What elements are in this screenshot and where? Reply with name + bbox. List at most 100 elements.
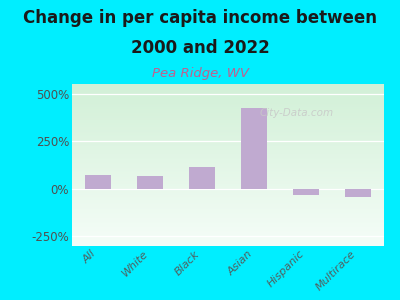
Bar bbox=[72, 244, 384, 245]
Bar bbox=[72, 97, 384, 98]
Bar bbox=[72, 94, 384, 95]
Bar bbox=[72, 109, 384, 110]
Bar bbox=[72, 194, 384, 195]
Text: Pea Ridge, WV: Pea Ridge, WV bbox=[152, 68, 248, 80]
Bar bbox=[72, 124, 384, 125]
Bar bbox=[72, 154, 384, 155]
Bar bbox=[72, 105, 384, 106]
Bar bbox=[72, 110, 384, 111]
Bar bbox=[72, 183, 384, 184]
Bar bbox=[72, 173, 384, 174]
Bar bbox=[72, 88, 384, 89]
Bar bbox=[72, 96, 384, 97]
Bar bbox=[72, 192, 384, 193]
Bar bbox=[72, 224, 384, 225]
Bar bbox=[72, 219, 384, 220]
Bar bbox=[72, 174, 384, 175]
Bar bbox=[241, 108, 267, 189]
Bar bbox=[72, 220, 384, 221]
Bar bbox=[72, 121, 384, 122]
Bar bbox=[72, 144, 384, 145]
Bar bbox=[72, 106, 384, 107]
Bar bbox=[72, 223, 384, 224]
Bar bbox=[72, 171, 384, 172]
Bar bbox=[72, 234, 384, 235]
Bar bbox=[72, 90, 384, 91]
Bar bbox=[72, 92, 384, 93]
Bar bbox=[72, 233, 384, 234]
Bar bbox=[72, 141, 384, 142]
Bar bbox=[72, 204, 384, 205]
Bar bbox=[72, 163, 384, 164]
Bar bbox=[72, 188, 384, 189]
Bar bbox=[72, 152, 384, 153]
Bar bbox=[72, 187, 384, 188]
Bar bbox=[72, 206, 384, 207]
Bar bbox=[72, 202, 384, 203]
Bar bbox=[293, 189, 319, 194]
Bar bbox=[72, 158, 384, 159]
Bar bbox=[72, 133, 384, 134]
Bar bbox=[72, 155, 384, 156]
Bar bbox=[72, 93, 384, 94]
Bar bbox=[72, 86, 384, 87]
Bar bbox=[72, 191, 384, 192]
Bar bbox=[72, 98, 384, 99]
Bar bbox=[72, 101, 384, 102]
Bar bbox=[72, 217, 384, 218]
Bar bbox=[72, 232, 384, 233]
Bar bbox=[72, 242, 384, 243]
Bar bbox=[72, 245, 384, 246]
Bar bbox=[72, 243, 384, 244]
Bar bbox=[72, 91, 384, 92]
Bar bbox=[72, 147, 384, 148]
Bar bbox=[72, 119, 384, 120]
Bar bbox=[72, 216, 384, 217]
Bar bbox=[72, 162, 384, 163]
Bar bbox=[72, 170, 384, 171]
Bar bbox=[72, 129, 384, 130]
Bar bbox=[189, 167, 215, 189]
Bar bbox=[72, 161, 384, 162]
Bar bbox=[72, 177, 384, 178]
Bar bbox=[72, 195, 384, 196]
Bar bbox=[72, 95, 384, 96]
Bar bbox=[72, 123, 384, 124]
Bar bbox=[72, 146, 384, 147]
Bar bbox=[72, 215, 384, 216]
Bar bbox=[72, 168, 384, 169]
Bar bbox=[72, 122, 384, 123]
Bar bbox=[72, 149, 384, 150]
Bar bbox=[72, 193, 384, 194]
Bar bbox=[72, 112, 384, 113]
Bar bbox=[72, 205, 384, 206]
Bar bbox=[72, 126, 384, 127]
Bar bbox=[72, 230, 384, 231]
Bar bbox=[72, 113, 384, 114]
Bar bbox=[72, 229, 384, 230]
Bar bbox=[72, 209, 384, 210]
Bar bbox=[72, 151, 384, 152]
Bar bbox=[72, 85, 384, 86]
Bar bbox=[72, 137, 384, 138]
Bar bbox=[72, 116, 384, 117]
Bar bbox=[72, 226, 384, 227]
Bar bbox=[72, 139, 384, 140]
Bar bbox=[72, 235, 384, 236]
Bar bbox=[72, 120, 384, 121]
Bar bbox=[72, 132, 384, 133]
Bar bbox=[72, 196, 384, 197]
Bar bbox=[72, 111, 384, 112]
Bar bbox=[72, 210, 384, 211]
Bar bbox=[72, 167, 384, 168]
Bar bbox=[72, 182, 384, 183]
Bar bbox=[72, 208, 384, 209]
Bar bbox=[72, 145, 384, 146]
Bar bbox=[72, 190, 384, 191]
Text: City-Data.com: City-Data.com bbox=[260, 108, 334, 118]
Bar bbox=[72, 198, 384, 199]
Bar bbox=[72, 225, 384, 226]
Bar bbox=[72, 238, 384, 239]
Bar bbox=[72, 84, 384, 85]
Bar bbox=[72, 150, 384, 151]
